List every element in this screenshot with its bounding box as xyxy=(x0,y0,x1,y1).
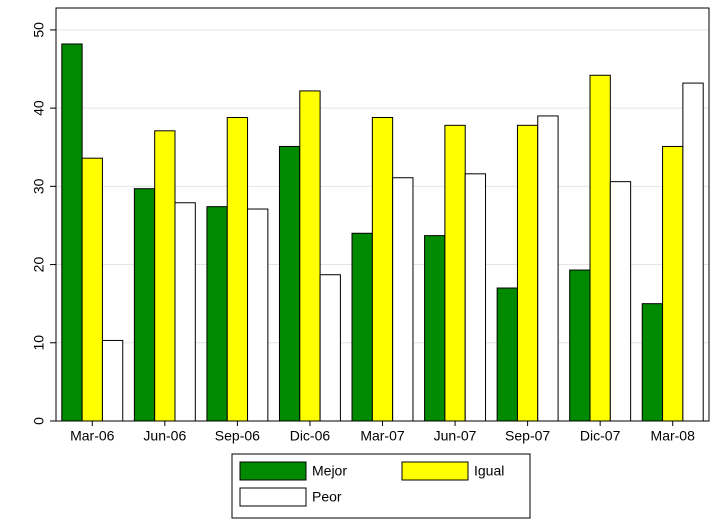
bar xyxy=(392,177,414,422)
bar xyxy=(537,115,559,422)
bar xyxy=(464,173,487,422)
bar xyxy=(496,287,518,422)
bar xyxy=(569,269,591,422)
x-tick-label: Sep-07 xyxy=(505,428,550,444)
bar xyxy=(662,145,684,422)
bar xyxy=(371,117,394,422)
legend-label: Peor xyxy=(312,489,342,505)
x-tick-label: Dic-07 xyxy=(580,428,621,444)
y-tick-label: 10 xyxy=(31,335,47,351)
bar xyxy=(609,181,632,422)
bar xyxy=(444,124,466,422)
x-tick-label: Jun-06 xyxy=(143,428,186,444)
y-tick-label: 30 xyxy=(31,178,47,194)
bar xyxy=(133,188,156,422)
x-tick-label: Mar-07 xyxy=(360,428,405,444)
legend-swatch xyxy=(239,461,307,481)
bar xyxy=(101,339,124,422)
bar xyxy=(516,124,539,422)
bar xyxy=(641,303,664,422)
bar xyxy=(206,206,228,422)
bar xyxy=(682,82,704,422)
y-tick-label: 0 xyxy=(31,417,47,425)
legend-label: Mejor xyxy=(312,463,347,479)
x-tick-label: Sep-06 xyxy=(215,428,260,444)
bar xyxy=(174,202,196,422)
legend-label: Igual xyxy=(474,463,504,479)
x-tick-label: Mar-08 xyxy=(651,428,696,444)
x-tick-label: Jun-07 xyxy=(434,428,477,444)
y-tick-label: 50 xyxy=(31,22,47,38)
legend-swatch xyxy=(239,487,307,507)
legend-swatch xyxy=(401,461,469,481)
y-tick-label: 20 xyxy=(31,257,47,273)
bar xyxy=(278,145,301,422)
x-tick-label: Mar-06 xyxy=(70,428,115,444)
bar xyxy=(589,74,611,422)
bar xyxy=(81,157,103,422)
plot-frame xyxy=(55,7,710,422)
bar xyxy=(61,43,83,422)
bar xyxy=(424,235,446,422)
x-tick-label: Dic-06 xyxy=(290,428,331,444)
bar xyxy=(226,117,249,422)
bar xyxy=(299,90,321,422)
bar xyxy=(154,130,176,422)
y-tick-label: 40 xyxy=(31,100,47,116)
bar xyxy=(351,232,373,422)
bar xyxy=(319,274,341,422)
bar xyxy=(247,208,269,422)
